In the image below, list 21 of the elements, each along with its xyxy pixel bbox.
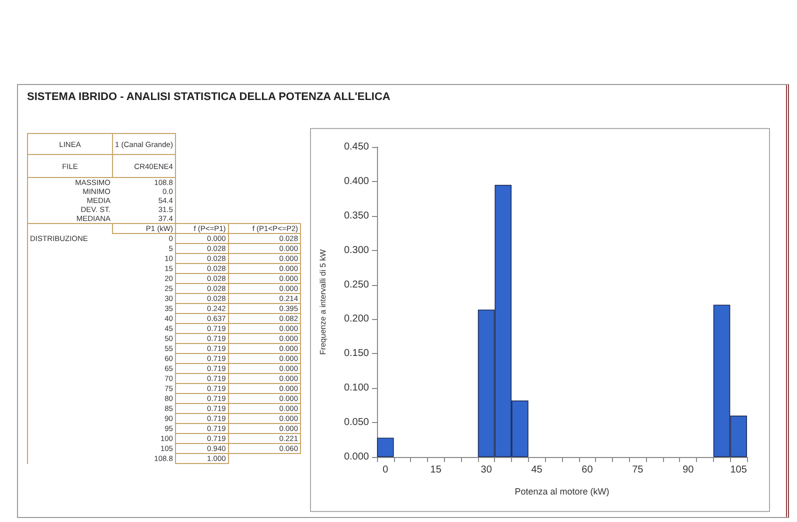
x-axis-title: Potenza al motore (kW) bbox=[514, 486, 610, 496]
y-tick-label: 0.100 bbox=[344, 382, 370, 394]
x-tick-label: 75 bbox=[632, 464, 644, 476]
y-tick-label: 0.300 bbox=[344, 244, 370, 256]
y-tick-label: 0.350 bbox=[344, 210, 370, 222]
x-tick-label: 90 bbox=[682, 464, 694, 476]
x-tick-label: 30 bbox=[480, 464, 492, 476]
x-tick-label: 60 bbox=[582, 464, 594, 476]
y-axis-title: Frequenze a intervalli di 5 kW bbox=[318, 248, 328, 355]
x-tick-label: 0 bbox=[382, 464, 389, 476]
text: SISTEMA IBRIDO - ANALISI STATISTICA DELLA POTENZA ALL'ELICA bbox=[27, 91, 390, 103]
y-tick-label: 0.200 bbox=[344, 314, 370, 325]
y-tick-label: 0.150 bbox=[344, 348, 370, 360]
x-tick-label: 105 bbox=[730, 464, 748, 476]
y-tick-label: 0.000 bbox=[344, 452, 370, 462]
x-tick-label: 45 bbox=[531, 464, 543, 476]
y-tick-label: 0.050 bbox=[344, 417, 370, 428]
y-tick-label: 0.400 bbox=[344, 176, 370, 187]
x-tick-label: 15 bbox=[430, 464, 442, 476]
y-tick-label: 0.450 bbox=[344, 142, 370, 152]
y-tick-label: 0.250 bbox=[344, 279, 370, 290]
